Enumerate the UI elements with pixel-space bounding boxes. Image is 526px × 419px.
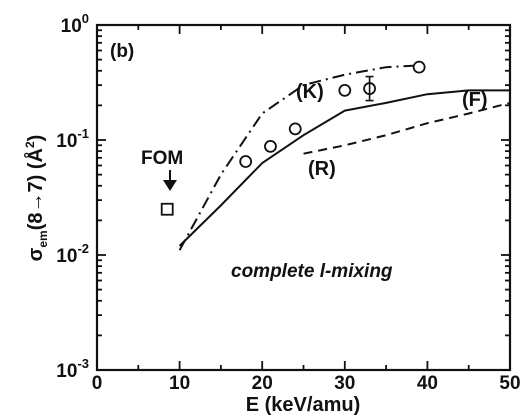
- panel-label: (b): [110, 41, 134, 62]
- series-label-f: (F): [462, 89, 488, 111]
- data-point-circle: [240, 156, 251, 167]
- series-line-f: [180, 90, 510, 246]
- data-point-circle: [265, 141, 276, 152]
- y-tick-label: 10-3: [56, 356, 89, 382]
- data-point-circle: [290, 123, 301, 134]
- fom-point-square: [162, 204, 173, 215]
- data-point-circle: [414, 62, 425, 73]
- fom-label: FOM: [141, 148, 183, 169]
- data-point-circle: [339, 85, 350, 96]
- annotation: complete l-mixing: [231, 261, 393, 282]
- x-tick-label: 30: [334, 373, 355, 394]
- x-tick-label: 50: [499, 373, 520, 394]
- y-tick-label: 10-1: [56, 126, 89, 152]
- x-tick-label: 10: [169, 373, 190, 394]
- x-tick-labels: 0 10 20 30 40 50: [92, 373, 521, 394]
- plot-frame: [97, 25, 510, 370]
- data-series: [162, 62, 510, 251]
- y-axis-label: σem(8→7) (Å2): [23, 135, 50, 262]
- tick-marks: [97, 25, 510, 370]
- x-tick-label: 0: [92, 373, 103, 394]
- series-label-r: (R): [308, 158, 336, 180]
- x-tick-label: 20: [252, 373, 273, 394]
- x-tick-label: 40: [417, 373, 438, 394]
- x-axis-label: E (keV/amu): [246, 394, 360, 416]
- y-tick-label: 100: [61, 11, 89, 37]
- y-tick-label: 10-2: [56, 241, 89, 267]
- fom-arrow-head: [163, 180, 177, 191]
- y-tick-labels: 100 10-1 10-2 10-3: [56, 11, 89, 382]
- series-label-k: (K): [296, 81, 324, 103]
